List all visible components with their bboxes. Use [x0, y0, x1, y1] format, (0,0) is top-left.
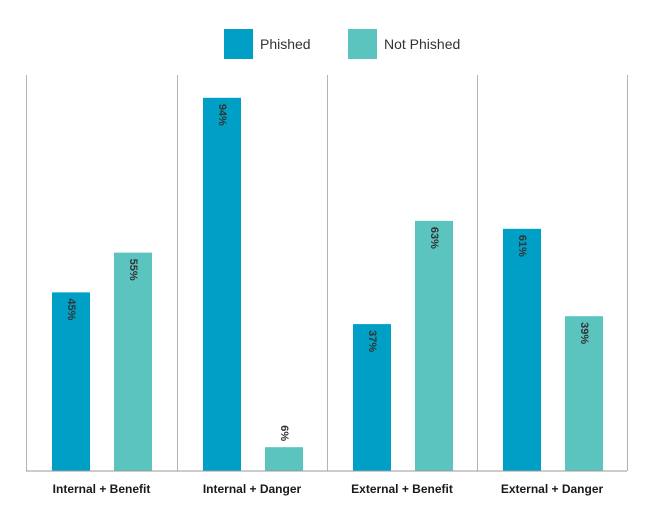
bar-not-phished-internal-benefit	[114, 252, 152, 471]
legend-swatch-phished	[224, 29, 253, 59]
legend-label-phished: Phished	[260, 36, 311, 52]
bar-not-phished-internal-danger	[265, 447, 303, 471]
group-separators	[26, 75, 628, 471]
bar-phished-external-danger	[503, 228, 541, 471]
bar-phished-internal-danger	[203, 97, 241, 471]
bars	[52, 97, 603, 471]
value-label-phished-external-danger: 61%	[516, 235, 528, 257]
bar-not-phished-external-danger	[565, 316, 603, 471]
value-label-not-phished-internal-danger: 6%	[278, 425, 290, 441]
category-label-internal-danger: Internal + Danger	[203, 482, 302, 496]
value-label-not-phished-internal-benefit: 55%	[127, 259, 139, 281]
value-label-phished-external-benefit: 37%	[366, 330, 378, 352]
bar-phished-external-benefit	[353, 324, 391, 471]
value-label-not-phished-external-danger: 39%	[578, 322, 590, 344]
bar-phished-internal-benefit	[52, 292, 90, 471]
category-label-external-benefit: External + Benefit	[351, 482, 453, 496]
chart-legend: Phished Not Phished	[224, 29, 460, 59]
value-labels: 45% 55% 94% 6% 37% 63% 61% 39%	[65, 104, 590, 442]
value-label-not-phished-external-benefit: 63%	[428, 227, 440, 249]
category-label-external-danger: External + Danger	[501, 482, 604, 496]
legend-swatch-not-phished	[348, 29, 377, 59]
category-labels: Internal + Benefit Internal + Danger Exter…	[53, 482, 604, 496]
legend-label-not-phished: Not Phished	[384, 36, 460, 52]
value-label-phished-internal-danger: 94%	[216, 104, 228, 126]
category-label-internal-benefit: Internal + Benefit	[53, 482, 151, 496]
bar-not-phished-external-benefit	[415, 220, 453, 471]
value-label-phished-internal-benefit: 45%	[65, 298, 77, 320]
